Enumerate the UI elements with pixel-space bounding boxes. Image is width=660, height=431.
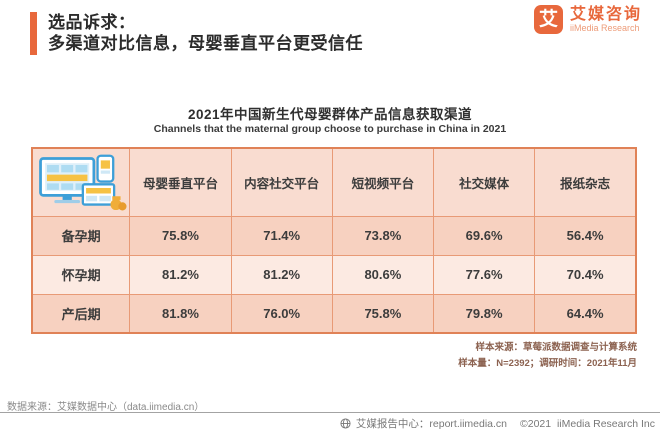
table-row-pre-pregnancy: 备孕期 75.8% 71.4% 73.8% 69.6% 56.4% <box>31 215 637 256</box>
footer-bar: 艾媒报告中心：report.iimedia.cn ©2021 iiMedia R… <box>340 416 655 431</box>
column-header-short-video: 短视频平台 <box>331 147 435 217</box>
table-cell: 56.4% <box>534 215 637 256</box>
sample-source-note: 样本来源：草莓派数据调查与计算系统 <box>475 342 637 353</box>
table-cell: 81.2% <box>230 254 333 295</box>
table-cell: 75.8% <box>331 293 435 334</box>
logo-glyph: 艾 <box>538 9 558 30</box>
row-label: 产后期 <box>31 293 131 334</box>
page-title: 选品诉求： 多渠道对比信息，母婴垂直平台更受信任 <box>48 12 640 55</box>
table-row-pregnancy: 怀孕期 81.2% 81.2% 80.6% 77.6% 70.4% <box>31 254 637 295</box>
copyright-text: ©2021 iiMedia Research Inc <box>520 417 655 430</box>
devices-illustration-icon <box>39 154 127 211</box>
sample-notes: 样本来源：草莓派数据调查与计算系统 样本量：N=2392；调研时间：2021年1… <box>458 340 637 372</box>
table-header-row: 母婴垂直平台 内容社交平台 短视频平台 社交媒体 报纸杂志 <box>31 147 637 217</box>
table-cell: 75.8% <box>129 215 232 256</box>
channels-data-table: 母婴垂直平台 内容社交平台 短视频平台 社交媒体 报纸杂志 备孕期 75.8% … <box>31 147 637 334</box>
table-cell: 70.4% <box>534 254 637 295</box>
table-cell: 79.8% <box>432 293 536 334</box>
iimedia-logo: 艾 艾媒咨询 iiMedia Research <box>533 5 642 34</box>
devices-illustration-cell <box>31 147 131 217</box>
row-label: 怀孕期 <box>31 254 131 295</box>
table-cell: 71.4% <box>230 215 333 256</box>
row-label: 备孕期 <box>31 215 131 256</box>
logo-name-cn: 艾媒咨询 <box>569 5 642 23</box>
logo-text: 艾媒咨询 iiMedia Research <box>570 6 642 34</box>
data-source-note: 数据来源：艾媒数据中心（data.iimedia.cn） <box>7 402 205 413</box>
table-row-postpartum: 产后期 81.8% 76.0% 75.8% 79.8% 64.4% <box>31 293 637 334</box>
table-cell: 69.6% <box>432 215 536 256</box>
footer-divider <box>0 412 660 413</box>
chart-subtitle: Channels that the maternal group choose … <box>153 123 507 135</box>
column-header-content-social: 内容社交平台 <box>230 147 333 217</box>
table-cell: 77.6% <box>432 254 536 295</box>
table-cell: 80.6% <box>331 254 435 295</box>
table-cell: 64.4% <box>534 293 637 334</box>
slide-header: 选品诉求： 多渠道对比信息，母婴垂直平台更受信任 <box>30 12 640 55</box>
logo-name-en: iiMedia Research <box>569 22 640 33</box>
table-cell: 81.2% <box>129 254 232 295</box>
page-title-line1: 选品诉求： <box>48 13 136 32</box>
iimedia-logo-icon: 艾 <box>533 5 563 34</box>
column-header-vertical-platform: 母婴垂直平台 <box>129 147 232 217</box>
page-title-line2: 多渠道对比信息，母婴垂直平台更受信任 <box>48 34 363 53</box>
column-header-newspaper: 报纸杂志 <box>534 147 637 217</box>
table-cell: 73.8% <box>331 215 435 256</box>
title-accent-bar <box>30 12 37 55</box>
column-header-social-media: 社交媒体 <box>432 147 536 217</box>
table-cell: 81.8% <box>129 293 232 334</box>
globe-icon <box>340 418 351 429</box>
table-cell: 76.0% <box>230 293 333 334</box>
report-center-link[interactable]: 艾媒报告中心：report.iimedia.cn <box>355 418 508 430</box>
chart-title: 2021年中国新生代母婴群体产品信息获取渠道 <box>187 107 473 122</box>
sample-size-note: 样本量：N=2392；调研时间：2021年11月 <box>458 358 637 369</box>
